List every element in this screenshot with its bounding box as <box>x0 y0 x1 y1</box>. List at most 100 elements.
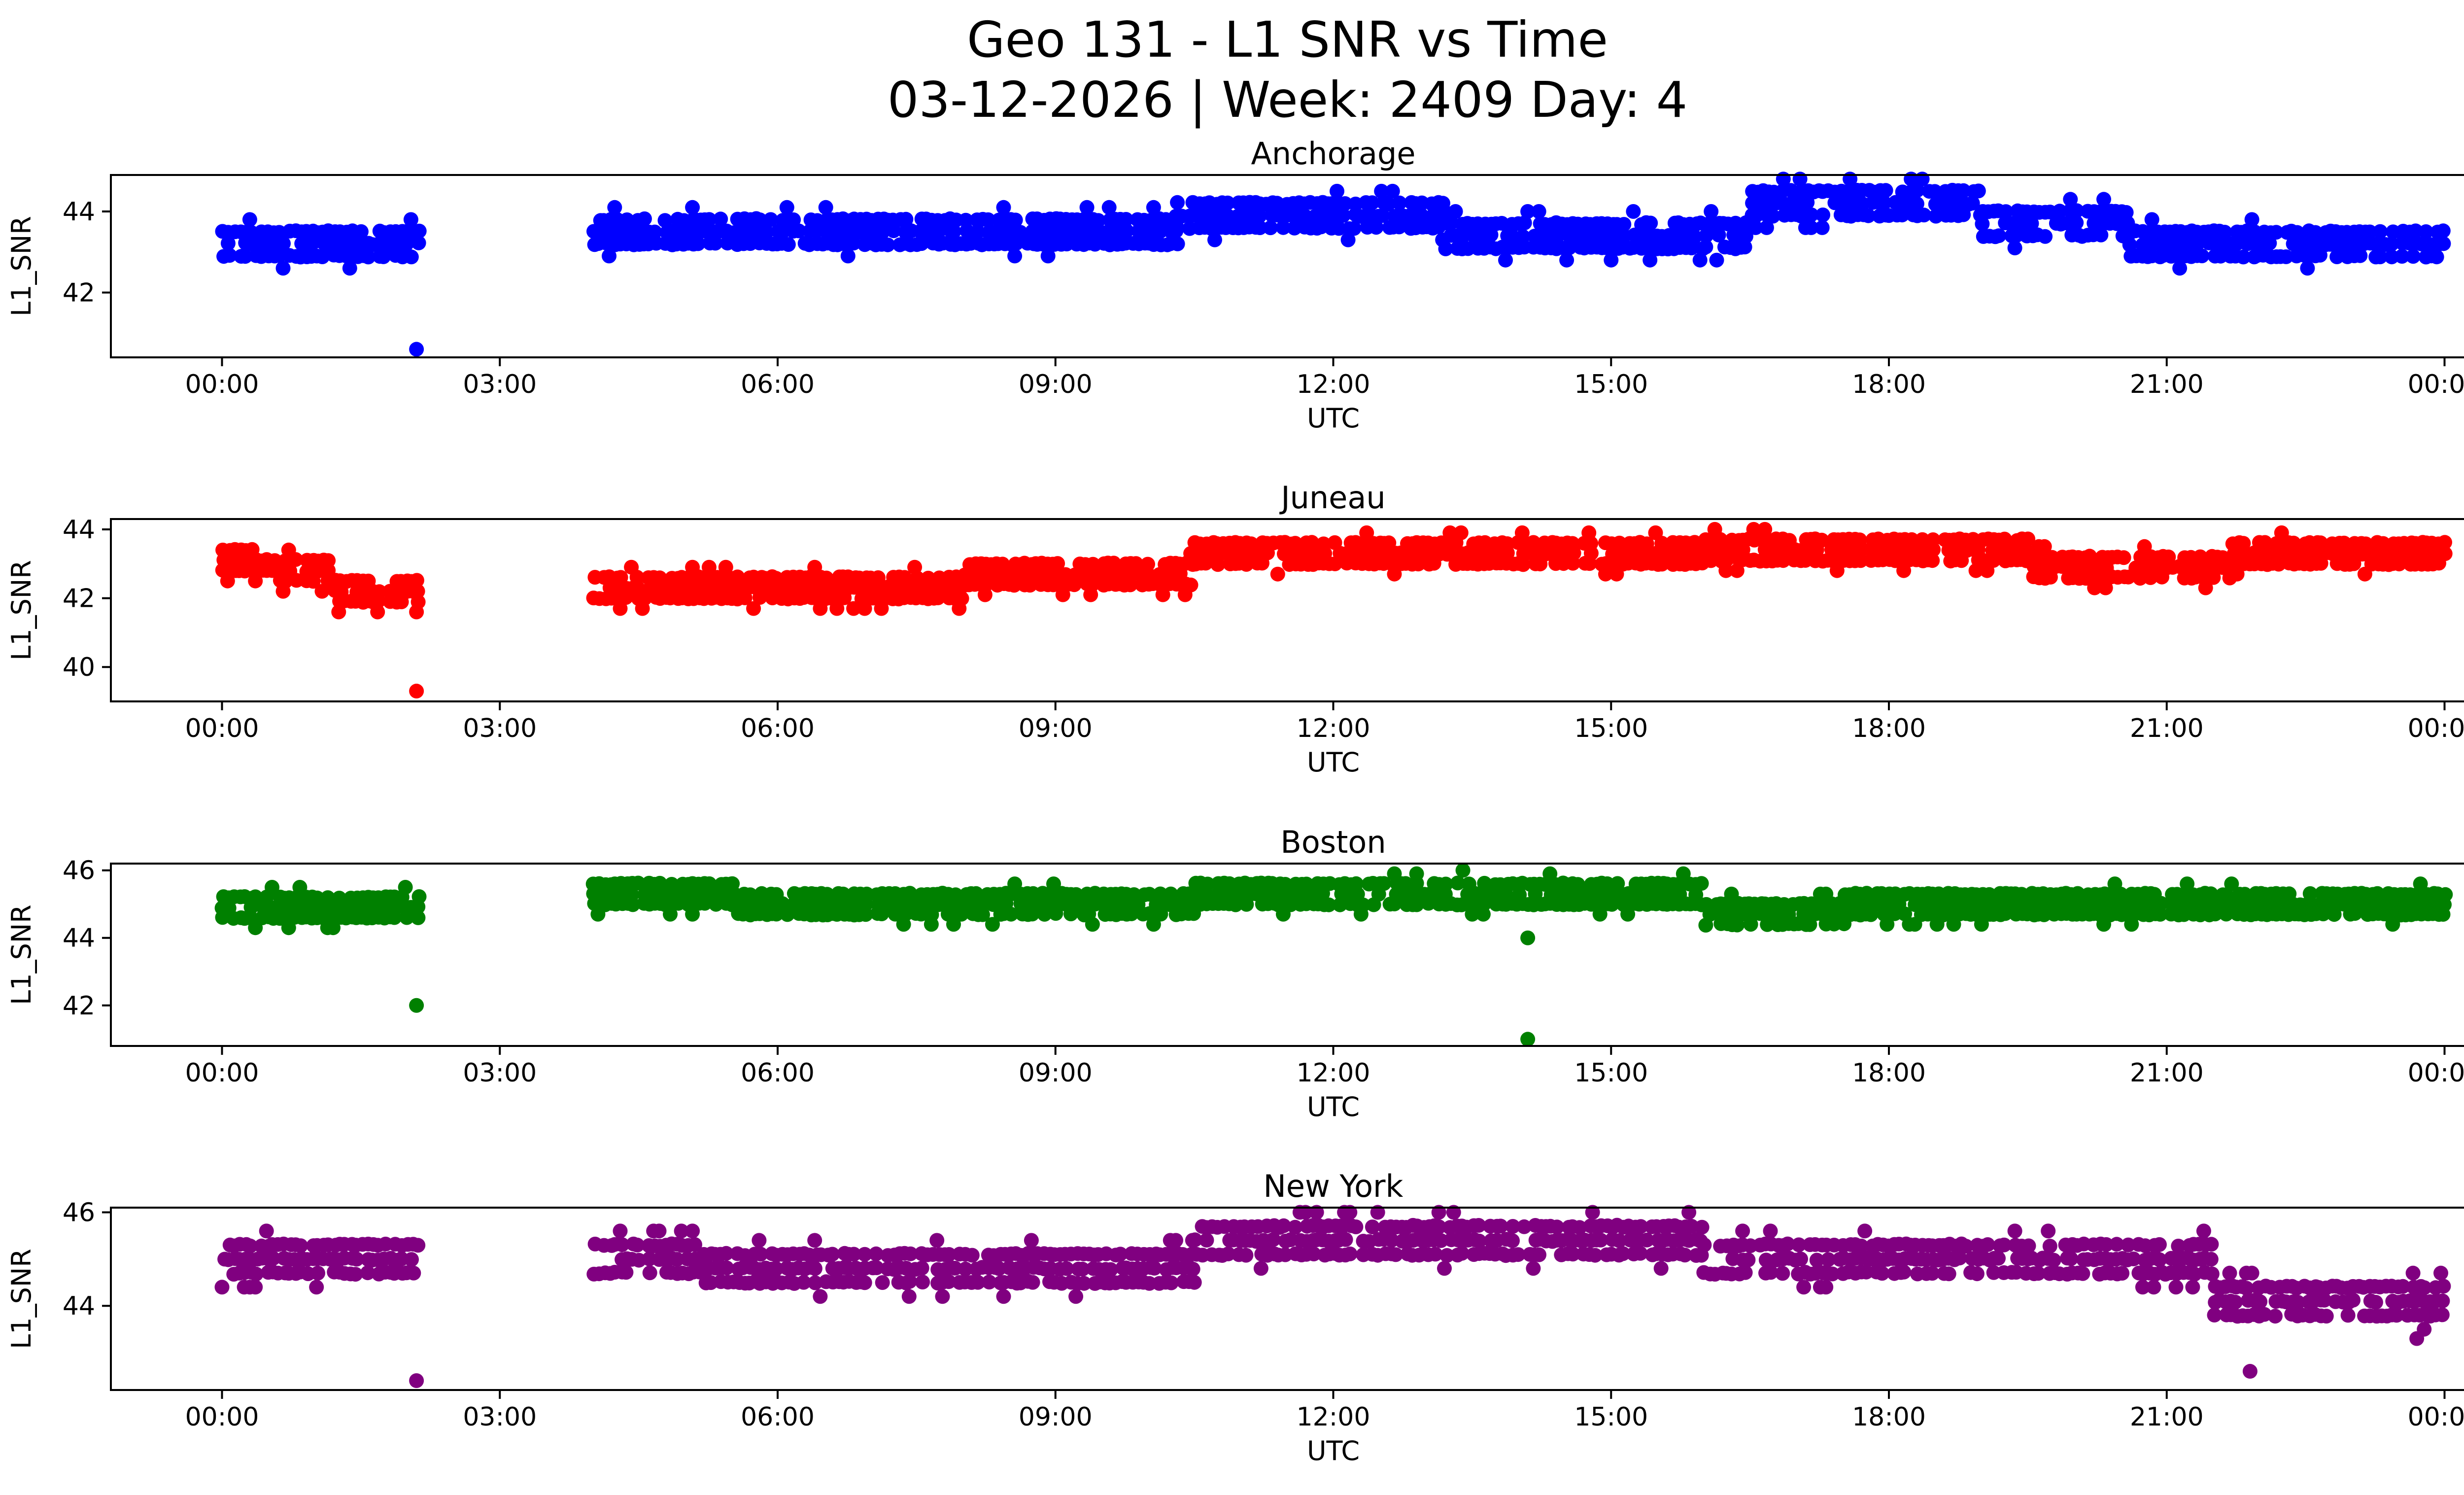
data-point <box>1735 1223 1750 1239</box>
data-point <box>2362 224 2377 240</box>
data-point <box>1759 220 1774 235</box>
data-point <box>2340 1308 2356 1323</box>
data-point <box>1455 228 1471 243</box>
data-point <box>1894 208 1910 223</box>
data-point <box>1170 236 1185 251</box>
data-point <box>1153 224 1168 239</box>
data-point <box>1083 587 1098 602</box>
y-axis: 44 46 L1_SNR <box>6 1198 111 1349</box>
data-point <box>214 1280 230 1295</box>
data-point <box>753 212 768 227</box>
data-point <box>613 601 628 616</box>
data-point <box>1168 1233 1183 1248</box>
data-point <box>265 880 279 895</box>
data-point <box>1633 1219 1648 1234</box>
data-point <box>2121 1237 2136 1252</box>
data-point <box>753 1247 768 1262</box>
data-point <box>1757 522 1773 537</box>
data-point <box>1941 1266 1956 1282</box>
x-axis: 00:00 03:00 06:00 09:00 12:00 15:00 18:00 21:00… <box>185 701 2464 778</box>
data-point <box>1896 1264 1912 1280</box>
data-point <box>1170 195 1185 210</box>
data-point <box>2336 535 2352 551</box>
x-axis-label: UTC <box>1307 403 1360 434</box>
data-point <box>1577 229 1592 244</box>
data-point <box>266 1251 281 1266</box>
data-point <box>2329 249 2345 264</box>
data-point <box>360 1265 376 1281</box>
data-point <box>1369 220 1384 235</box>
data-point <box>619 212 635 227</box>
data-point <box>752 1233 767 1248</box>
data-point <box>630 1237 645 1252</box>
data-point <box>1164 1275 1179 1290</box>
data-point <box>1728 215 1743 231</box>
scatter-segment <box>1168 183 1452 247</box>
data-point <box>2096 192 2111 207</box>
data-point <box>1024 1233 1039 1248</box>
data-point <box>1146 200 1161 215</box>
data-point <box>663 906 678 922</box>
data-point <box>2437 546 2453 561</box>
data-point <box>1598 566 1613 582</box>
data-point <box>1763 1265 1779 1280</box>
data-point <box>931 224 946 239</box>
data-point <box>1276 1218 1291 1233</box>
data-point <box>1775 1266 1790 1281</box>
x-axis-label: UTC <box>1307 1435 1360 1466</box>
data-point <box>858 907 873 922</box>
data-point <box>685 1223 700 1239</box>
data-point <box>1398 876 1413 891</box>
scatter-segment <box>586 559 969 616</box>
data-point <box>813 1289 828 1304</box>
data-point <box>1626 204 1641 219</box>
data-point <box>2396 1279 2411 1294</box>
data-point <box>259 1223 274 1239</box>
data-point <box>238 249 253 264</box>
scatter-segment <box>2207 1265 2451 1337</box>
data-point <box>1142 887 1157 902</box>
scatter-segment <box>327 573 426 620</box>
data-point <box>1365 1219 1380 1235</box>
data-point <box>1200 876 1215 892</box>
data-point <box>1998 204 2014 219</box>
data-point <box>1796 1280 1812 1295</box>
y-tick-label: 42 <box>63 991 95 1021</box>
data-point <box>1348 876 1364 891</box>
data-point <box>1565 536 1580 551</box>
data-point <box>2030 1266 2046 1281</box>
data-point <box>1059 1261 1074 1276</box>
data-point <box>2093 227 2109 243</box>
data-point <box>1252 209 1267 223</box>
data-point <box>874 601 889 616</box>
data-point <box>1684 241 1699 255</box>
data-point <box>719 1246 734 1261</box>
data-point <box>1793 1252 1808 1267</box>
data-point <box>901 1289 917 1304</box>
data-point <box>1748 220 1763 235</box>
data-point <box>1359 525 1374 540</box>
data-point <box>1653 1261 1669 1276</box>
figure-title: Geo 131 - L1 SNR vs Time 03-12-2026 | We… <box>0 10 2464 130</box>
data-point <box>631 875 646 891</box>
data-point <box>975 907 990 922</box>
data-point <box>2253 1294 2268 1309</box>
data-point <box>1340 232 1356 247</box>
data-point <box>353 224 369 239</box>
data-point <box>1304 535 1319 550</box>
subplot-new-york: New York 00:00 03:00 06:00 09:00 12:00 15:00 18… <box>6 1168 2464 1466</box>
data-point <box>629 570 645 585</box>
data-point <box>2185 1280 2200 1295</box>
data-point <box>1220 195 1235 210</box>
data-point <box>2007 241 2022 255</box>
data-point <box>1765 209 1780 224</box>
data-point <box>970 1275 986 1290</box>
data-point <box>1877 195 1892 210</box>
data-point <box>857 1275 872 1290</box>
data-point <box>1915 172 1930 187</box>
data-point <box>1925 553 1940 568</box>
data-point <box>1755 196 1771 211</box>
data-point <box>1875 1266 1890 1281</box>
data-point <box>2052 204 2067 219</box>
data-point <box>1974 917 1989 932</box>
